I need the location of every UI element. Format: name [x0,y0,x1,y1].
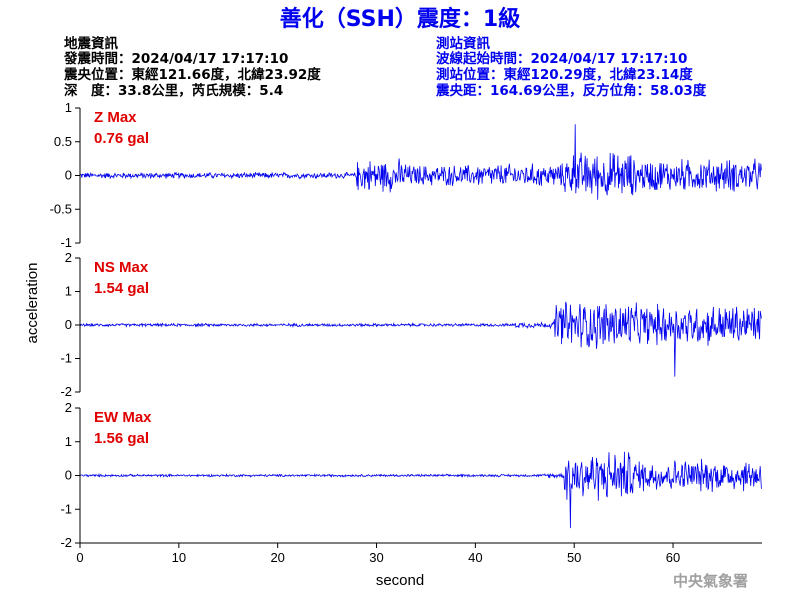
y-tick-label: -1 [60,351,72,366]
x-tick-label: 60 [666,550,680,565]
event-epicenter: 震央位置：東經121.66度，北緯23.92度 [63,66,321,83]
panel-ew: -2 -1 0 1 2 EW Max 1.56 gal [60,400,762,550]
panel-label-ns: NS Max [94,259,149,276]
panel-max-value-z: 0.76 gal [94,130,149,147]
station-info-heading: 測站資訊 [436,35,490,52]
y-tick-label: 0 [65,317,72,332]
x-tick-label: 20 [270,550,284,565]
event-info: 地震資訊 發震時間：2024/04/17 17:17:10 震央位置：東經121… [63,35,321,99]
y-tick-label: -0.5 [50,201,72,216]
panel-max-value-ew: 1.56 gal [94,430,149,447]
x-axis-title: second [376,572,424,589]
x-tick-label: 30 [369,550,383,565]
station-location: 測站位置：東經120.29度，北緯23.14度 [436,66,693,83]
y-tick-label: 0 [65,468,72,483]
panel-label-ew: EW Max [94,409,152,426]
y-tick-label: 0.5 [54,134,72,149]
y-tick-label: 2 [65,400,72,415]
y-tick-label: -1 [60,235,72,250]
trace-z [79,124,762,200]
chart-title: 善化（SSH）震度：1級 [280,6,520,32]
y-tick-label: 2 [65,250,72,265]
station-info: 測站資訊 波線起始時間：2024/04/17 17:17:10 測站位置：東經1… [435,35,707,99]
x-tick-label: 0 [76,550,83,565]
y-tick-label: -2 [60,535,72,550]
y-tick-label: 0 [65,168,72,183]
event-origin-time: 發震時間：2024/04/17 17:17:10 [63,50,288,67]
agency-credit: 中央氣象署 [673,572,748,590]
x-axis: 0 10 20 30 40 50 60 [76,542,762,565]
y-tick-label: 1 [65,284,72,299]
panel-max-value-ns: 1.54 gal [94,280,149,297]
x-tick-label: 50 [567,550,581,565]
trace-ew [79,451,762,529]
panel-label-z: Z Max [94,109,137,126]
trace-ns [79,301,762,377]
x-tick-label: 40 [468,550,482,565]
station-distance-azimuth: 震央距：164.69公里，反方位角：58.03度 [435,82,707,99]
y-tick-label: 1 [65,100,72,115]
y-tick-label: -1 [60,501,72,516]
event-depth-magnitude: 深 度：33.8公里，芮氏規模：5.4 [64,82,283,99]
panel-z: -1 -0.5 0 0.5 1 Z Max 0.76 gal [50,100,762,250]
y-tick-label: 1 [65,434,72,449]
y-tick-label: -2 [60,384,72,399]
event-info-heading: 地震資訊 [64,35,118,52]
panel-ns: -2 -1 0 1 2 NS Max 1.54 gal [60,250,762,399]
y-axis-title: acceleration [24,263,41,344]
x-tick-label: 10 [172,550,186,565]
station-wave-start: 波線起始時間：2024/04/17 17:17:10 [436,50,687,67]
panels: -1 -0.5 0 0.5 1 Z Max 0.76 gal -2 -1 0 1 2 NS Max 1.5… [50,100,762,565]
